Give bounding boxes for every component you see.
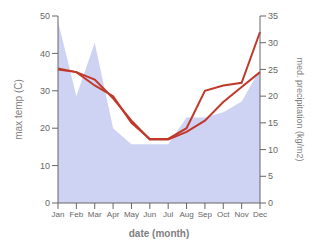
svg-text:Jun: Jun [143,210,156,219]
svg-text:Aug: Aug [179,210,193,219]
svg-text:May: May [124,210,139,219]
svg-text:25: 25 [268,65,278,75]
svg-text:Oct: Oct [217,210,230,219]
svg-text:20: 20 [268,91,278,101]
svg-text:Jul: Jul [163,210,173,219]
svg-text:Nov: Nov [235,210,249,219]
svg-text:Mar: Mar [88,210,102,219]
svg-text:40: 40 [40,49,50,59]
svg-text:5: 5 [268,171,273,181]
svg-text:30: 30 [268,38,278,48]
svg-text:med. precipitation (kg/m2): med. precipitation (kg/m2) [295,57,305,161]
svg-text:0: 0 [45,198,50,208]
svg-text:0: 0 [268,198,273,208]
svg-text:30: 30 [40,86,50,96]
svg-text:date (month): date (month) [129,228,190,239]
svg-text:10: 10 [40,161,50,171]
svg-text:10: 10 [268,145,278,155]
svg-text:Apr: Apr [107,210,120,219]
svg-text:Sep: Sep [198,210,213,219]
svg-text:20: 20 [40,123,50,133]
svg-text:Jan: Jan [52,210,65,219]
svg-text:Dec: Dec [253,210,267,219]
svg-text:50: 50 [40,11,50,21]
svg-text:15: 15 [268,118,278,128]
svg-text:Feb: Feb [69,210,83,219]
svg-text:35: 35 [268,11,278,21]
svg-text:max temp (C): max temp (C) [13,79,24,140]
